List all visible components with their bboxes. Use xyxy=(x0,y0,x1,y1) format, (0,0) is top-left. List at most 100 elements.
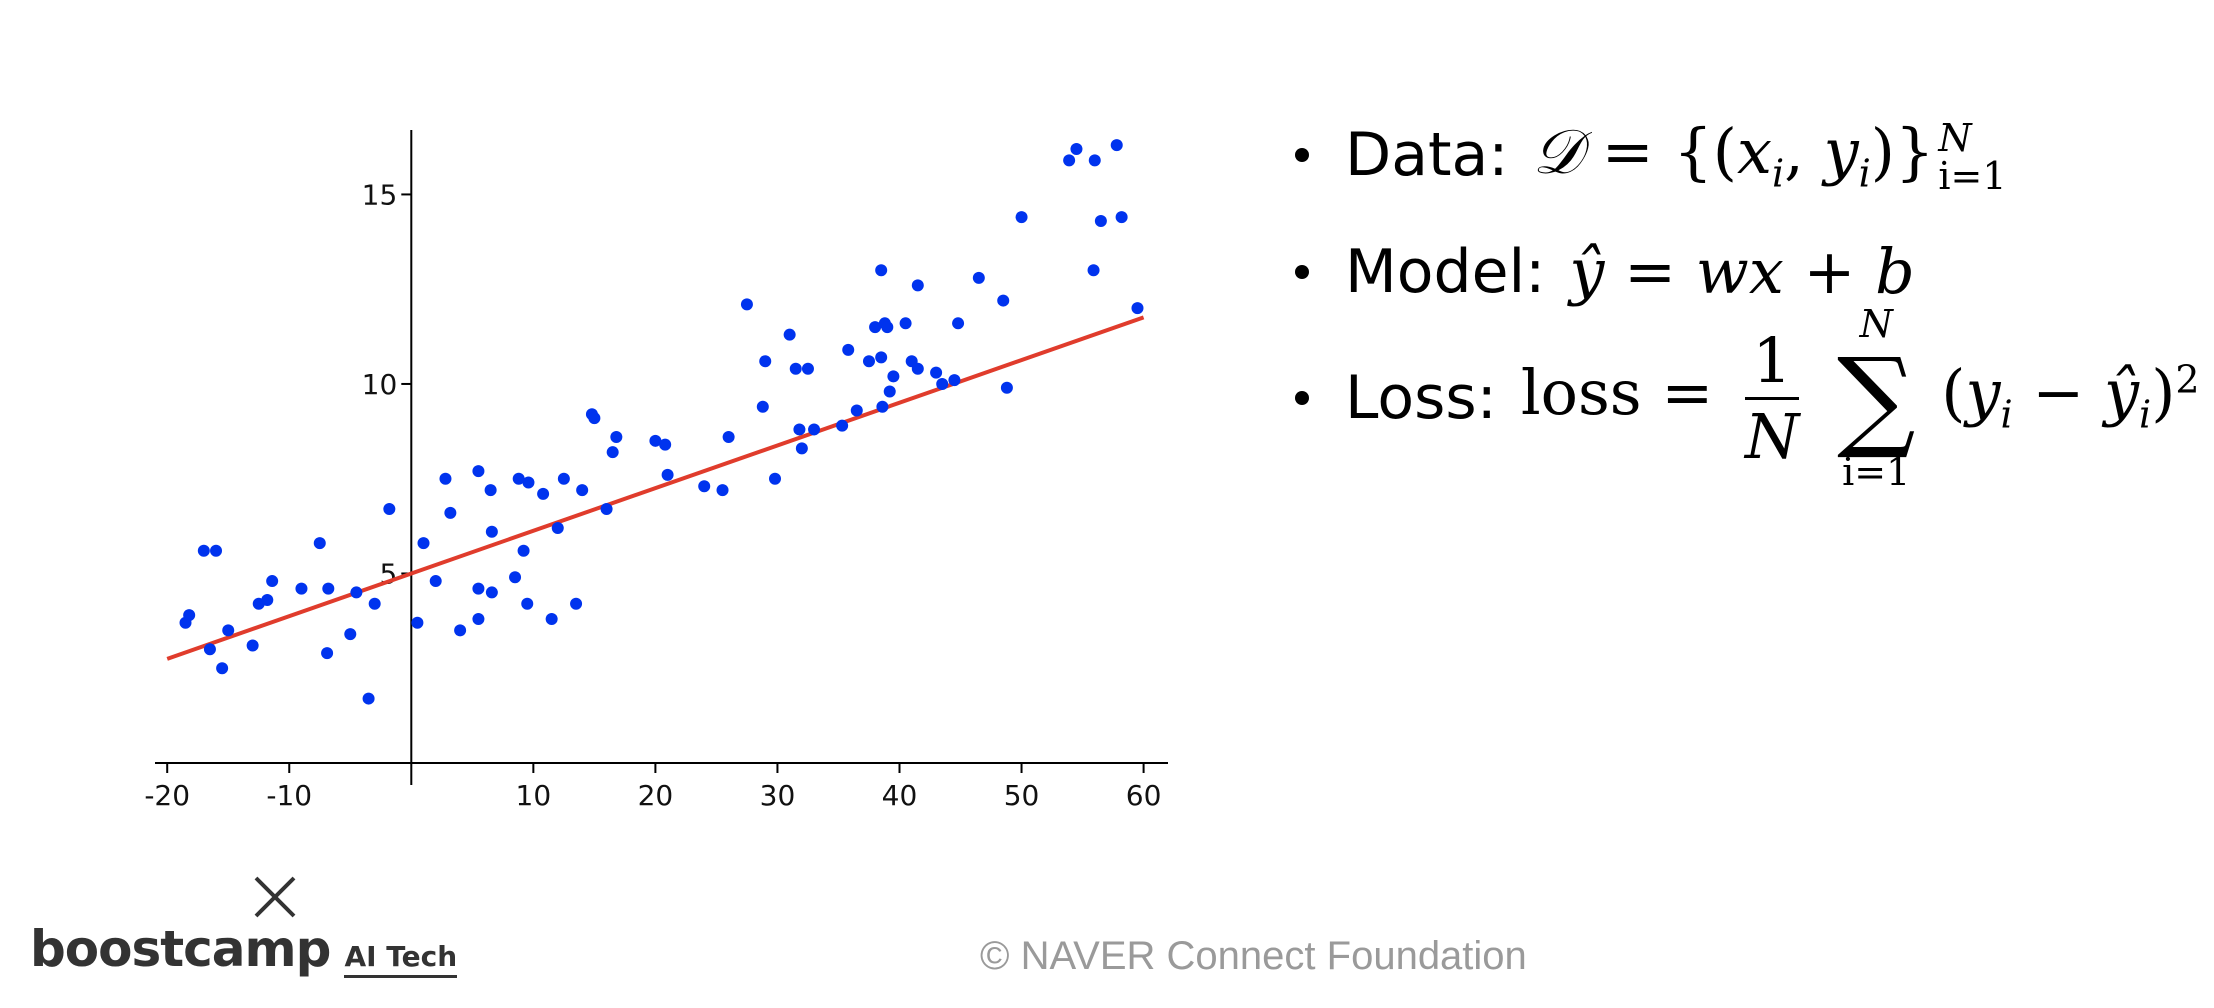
data-point xyxy=(716,484,729,497)
data-point xyxy=(722,431,735,444)
cross-icon xyxy=(254,876,296,918)
data-point xyxy=(322,582,335,595)
data-point xyxy=(485,586,498,599)
data-point xyxy=(1070,142,1083,155)
minus-sign: − xyxy=(2032,356,2085,430)
sigma-symbol: ∑ xyxy=(1836,334,1916,462)
var-y: y xyxy=(1823,115,1859,188)
bullet-loss-label: Loss: xyxy=(1345,363,1497,433)
data-point xyxy=(862,355,875,368)
model-formula: ŷ = wx + b xyxy=(1569,235,1915,308)
x-tick-label: 50 xyxy=(1004,779,1040,812)
data-point xyxy=(197,544,210,557)
y-tick-label: 15 xyxy=(362,178,398,211)
data-point xyxy=(439,472,452,485)
data-point xyxy=(588,412,601,425)
data-point xyxy=(883,385,896,398)
data-point xyxy=(203,643,216,656)
summation: N ∑ i=1 xyxy=(1837,305,1916,491)
close-paren: ) xyxy=(2151,356,2176,430)
data-point xyxy=(521,597,534,610)
data-point xyxy=(472,465,485,478)
data-point xyxy=(911,279,924,292)
index-i: i xyxy=(1771,151,1785,196)
data-point xyxy=(899,317,912,330)
data-point xyxy=(793,423,806,436)
bullet-dot xyxy=(1295,391,1309,405)
data-point xyxy=(570,597,583,610)
x-tick-label: 10 xyxy=(516,779,552,812)
fraction-denominator: N xyxy=(1745,399,1800,473)
data-point xyxy=(472,612,485,625)
logo-sub-text: AI Tech xyxy=(344,940,458,978)
data-point xyxy=(444,506,457,519)
data-point xyxy=(512,472,525,485)
data-point xyxy=(485,525,498,538)
fraction-bar xyxy=(1745,396,1800,400)
data-point xyxy=(1131,302,1144,315)
x-tick-label: -20 xyxy=(144,779,190,812)
data-point xyxy=(698,480,711,493)
fit-line-group xyxy=(166,315,1145,661)
bullet-dot xyxy=(1295,264,1309,279)
fraction-numerator: 1 xyxy=(1752,323,1792,397)
data-point xyxy=(183,609,196,622)
data-point xyxy=(1115,211,1128,224)
close-brace: )} xyxy=(1870,115,1935,188)
comma: , xyxy=(1784,115,1804,188)
data-point xyxy=(1087,264,1100,277)
data-point xyxy=(429,575,442,588)
x-tick-label: 40 xyxy=(882,779,918,812)
data-point xyxy=(887,370,900,383)
set-lower: i=1 xyxy=(1938,153,2007,198)
data-point xyxy=(266,575,279,588)
open-paren: ( xyxy=(1941,356,1966,430)
data-point xyxy=(836,419,849,432)
sum-upper: N xyxy=(1859,302,1893,346)
data-point xyxy=(850,404,863,417)
data-point xyxy=(952,317,965,330)
data-point xyxy=(313,537,326,550)
data-point xyxy=(472,582,485,595)
data-point xyxy=(600,503,613,516)
data-point xyxy=(1094,214,1107,227)
data-point xyxy=(876,400,889,413)
data-point xyxy=(875,351,888,364)
loss-word: loss xyxy=(1520,356,1642,430)
data-point xyxy=(576,484,589,497)
data-point xyxy=(661,468,674,481)
index-i: i xyxy=(1858,151,1871,196)
data-point xyxy=(411,616,424,629)
data-point xyxy=(769,472,782,485)
data-point xyxy=(261,594,274,607)
data-point xyxy=(875,264,888,277)
sum-lower: i=1 xyxy=(1842,450,1911,494)
data-point xyxy=(210,544,223,557)
data-point xyxy=(930,366,943,379)
data-point xyxy=(509,571,522,584)
open-brace: {( xyxy=(1673,115,1737,188)
power-2: 2 xyxy=(2175,357,2200,402)
var-y: y xyxy=(1965,356,2001,430)
bullet-model-label: Model: xyxy=(1345,236,1546,307)
index-i: i xyxy=(2139,392,2152,437)
data-point xyxy=(801,362,814,375)
bullet-model: Model: ŷ = wx + b xyxy=(1295,235,1915,308)
data-point xyxy=(383,503,396,516)
data-point xyxy=(649,434,662,447)
data-point xyxy=(557,472,570,485)
data-point xyxy=(484,484,497,497)
data-point xyxy=(881,321,894,334)
data-point xyxy=(972,271,985,284)
fit-line xyxy=(166,315,1145,661)
boostcamp-logo: boostcamp AI Tech xyxy=(30,920,458,978)
x-tick-label: 20 xyxy=(638,779,674,812)
data-point xyxy=(545,612,558,625)
chart-axes xyxy=(155,130,1168,785)
data-point xyxy=(911,362,924,375)
data-point xyxy=(517,544,530,557)
data-point xyxy=(1000,381,1013,394)
data-point xyxy=(869,321,882,334)
